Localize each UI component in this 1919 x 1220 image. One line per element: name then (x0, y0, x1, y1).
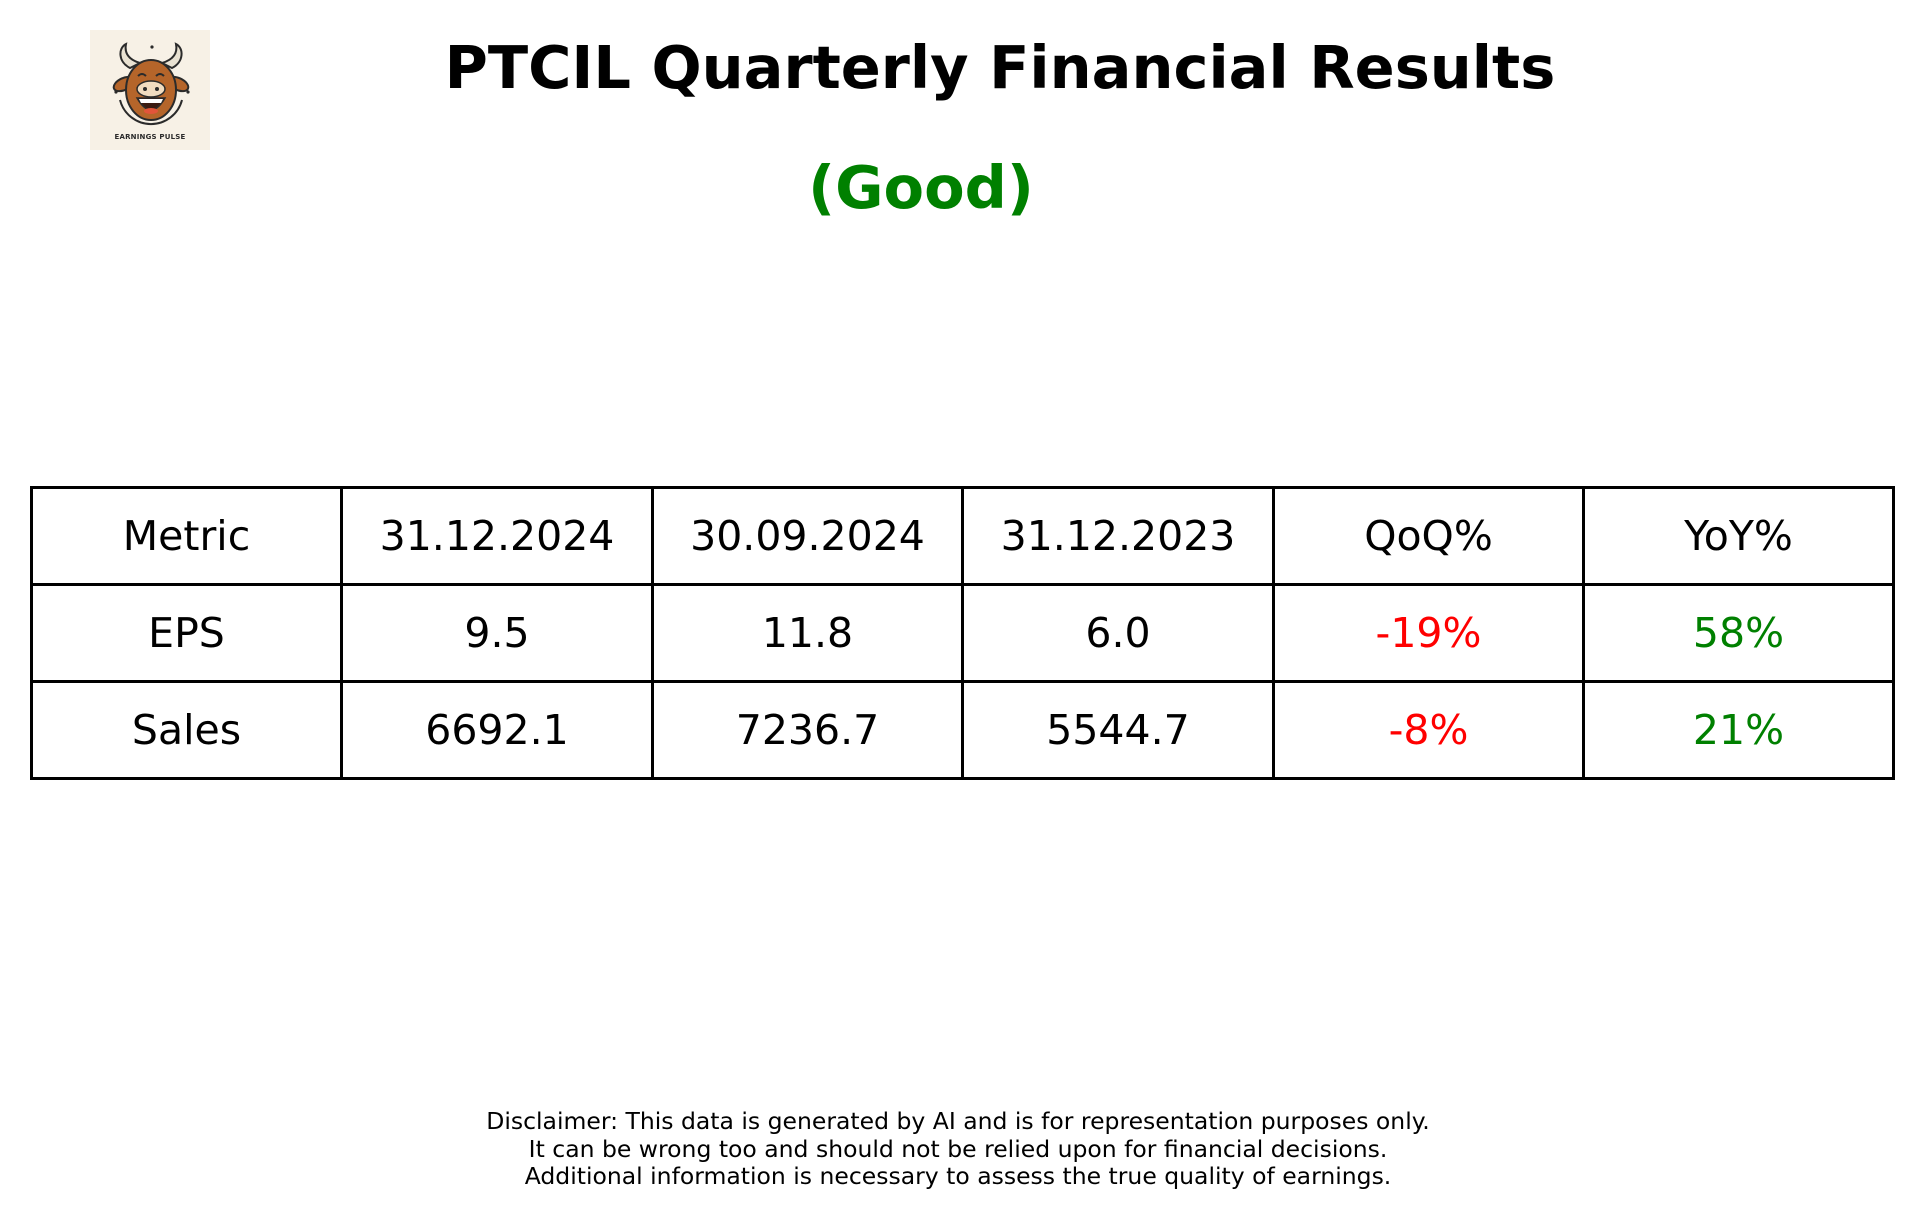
metric-label: Sales (30, 680, 343, 780)
disclaimer-line: Additional information is necessary to a… (524, 1162, 1392, 1190)
column-header-current-quarter: 31.12.2024 (340, 486, 654, 586)
table-cell-year-ago: 5544.7 (961, 680, 1275, 780)
logo-text: EARNINGS PULSE (114, 133, 186, 141)
yoy-change-cell: 21% (1582, 680, 1895, 780)
disclaimer: Disclaimer: This data is generated by AI… (0, 1107, 1916, 1191)
page-title: PTCIL Quarterly Financial Results (444, 33, 1556, 102)
column-header-yoy: YoY% (1582, 486, 1895, 586)
table-header-row: Metric 31.12.2024 30.09.2024 31.12.2023 … (30, 486, 1895, 586)
column-header-metric: Metric (30, 486, 343, 586)
metric-label: EPS (30, 583, 343, 683)
table-cell-current: 9.5 (340, 583, 654, 683)
qoq-change-cell: -19% (1272, 583, 1585, 683)
table-cell-current: 6692.1 (340, 680, 654, 780)
disclaimer-line: It can be wrong too and should not be re… (528, 1134, 1388, 1163)
table-cell-year-ago: 6.0 (961, 583, 1275, 683)
qoq-change-cell: -8% (1272, 680, 1585, 780)
disclaimer-line: Disclaimer: This data is generated by AI… (486, 1107, 1430, 1135)
table-cell-previous: 7236.7 (651, 680, 964, 780)
table-cell-previous: 11.8 (651, 583, 964, 683)
column-header-year-ago-quarter: 31.12.2023 (961, 486, 1275, 586)
table-row-eps: EPS 9.5 11.8 6.0 -19% 58% (30, 583, 1895, 683)
rating-label: (Good) (808, 153, 1034, 222)
column-header-previous-quarter: 30.09.2024 (651, 486, 964, 586)
yoy-change-cell: 58% (1582, 583, 1895, 683)
results-table: Metric 31.12.2024 30.09.2024 31.12.2023 … (30, 486, 1895, 780)
bull-mascot-icon (112, 42, 190, 126)
table-row-sales: Sales 6692.1 7236.7 5544.7 -8% 21% (30, 680, 1895, 780)
earnings-pulse-logo: EARNINGS PULSE (90, 30, 210, 150)
column-header-qoq: QoQ% (1272, 486, 1585, 586)
